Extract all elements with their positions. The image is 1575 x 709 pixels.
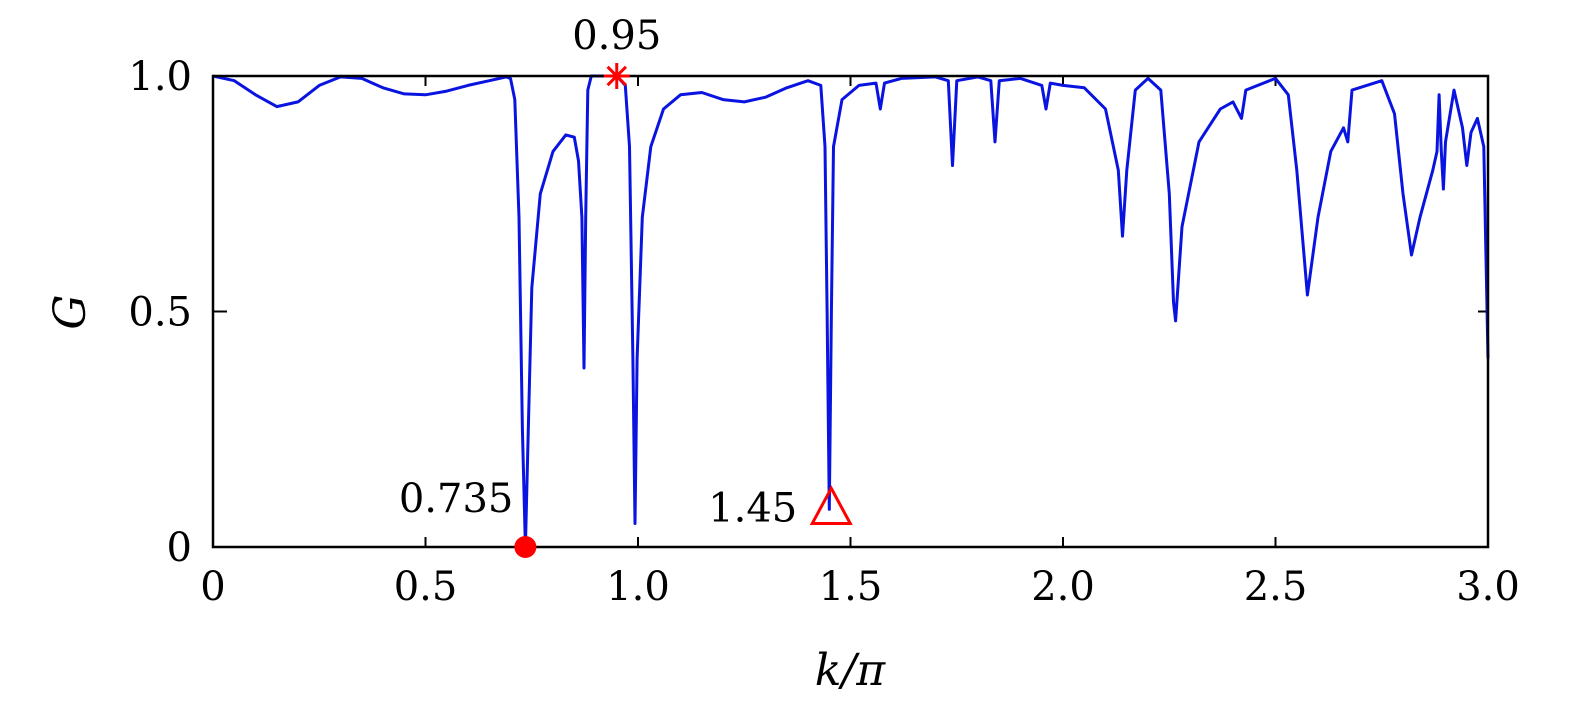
x-tick-label: 0 (200, 564, 225, 610)
x-tick-label: 3.0 (1456, 564, 1520, 610)
marker-circle (514, 536, 537, 558)
marker-triangle (809, 485, 853, 525)
y-axis-label: G (45, 294, 96, 329)
x-axis-label: k/π (815, 645, 886, 696)
marker-asterisk-stroke (606, 65, 628, 87)
marker-label: 0.95 (572, 13, 661, 59)
x-tick-label: 1.5 (819, 564, 883, 610)
y-tick-label: 1.0 (128, 54, 192, 100)
x-tick-label: 2.0 (1031, 564, 1095, 610)
ticks-layer: 0 0.5 1.0 1.5 2.0 2.5 3.0 0 0.5 1.0 (128, 54, 1519, 610)
series-line (212, 74, 1490, 549)
y-tick-label: 0.5 (128, 290, 192, 336)
marker-label: 0.735 (399, 476, 514, 522)
x-tick-label: 0.5 (394, 564, 458, 610)
series-layer (212, 74, 1490, 549)
x-tick-label: 1.0 (606, 564, 670, 610)
markers-layer: 0.735 0.95 1.45 (399, 13, 853, 558)
y-tick-label: 0 (167, 525, 192, 571)
x-tick-label: 2.5 (1244, 564, 1308, 610)
plot-frame (211, 74, 1490, 549)
marker-asterisk (603, 63, 630, 89)
marker-label: 1.45 (708, 485, 797, 531)
